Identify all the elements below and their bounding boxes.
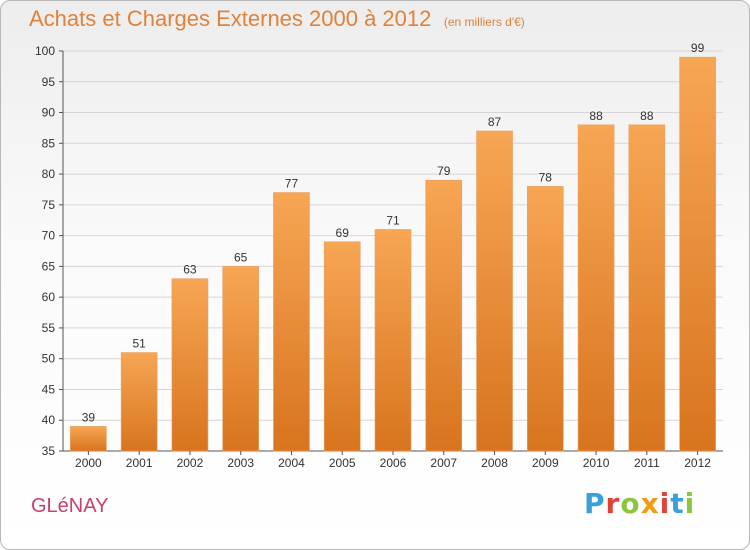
y-tick-label: 60: [42, 290, 56, 304]
data-label: 88: [640, 109, 654, 123]
x-tick-label: 2005: [329, 456, 356, 470]
data-label: 65: [234, 250, 248, 264]
x-tick-label: 2009: [532, 456, 559, 470]
x-tick-label: 2010: [583, 456, 610, 470]
bar: [70, 426, 107, 452]
data-label: 88: [589, 109, 603, 123]
bar: [222, 266, 259, 452]
logo-letter: r: [605, 487, 621, 520]
y-tick-label: 65: [42, 259, 56, 273]
y-tick-label: 80: [42, 167, 56, 181]
title-row: Achats et Charges Externes 2000 à 2012 (…: [29, 6, 525, 32]
x-tick-label: 2007: [430, 456, 457, 470]
data-label: 51: [132, 337, 146, 351]
y-tick-label: 95: [42, 75, 56, 89]
bar: [171, 278, 209, 452]
data-label: 87: [488, 115, 502, 129]
x-tick-label: 2000: [75, 456, 102, 470]
x-tick-label: 2003: [227, 456, 254, 470]
bar: [476, 130, 513, 452]
logo-letter: P: [584, 487, 606, 520]
y-tick-label: 55: [42, 321, 56, 335]
bar: [628, 124, 666, 452]
data-label: 63: [183, 263, 197, 277]
y-tick-label: 90: [42, 106, 56, 120]
bar: [323, 241, 361, 452]
data-label: 69: [336, 226, 350, 240]
proxiti-logo: Proxiti: [584, 487, 695, 520]
data-label: 79: [437, 164, 451, 178]
data-label: 39: [82, 410, 96, 424]
logo-letter: x: [640, 487, 660, 520]
logo-letter: i: [659, 487, 671, 520]
y-tick-label: 45: [42, 382, 56, 396]
commune-name: GLéNAY: [31, 495, 109, 517]
y-tick-label: 100: [35, 44, 55, 58]
y-tick-label: 85: [42, 136, 56, 150]
bar: [120, 352, 158, 452]
logo-letter: i: [684, 487, 696, 520]
x-tick-label: 2011: [634, 456, 660, 470]
bar: [374, 229, 412, 452]
x-tick-label: 2001: [126, 456, 153, 470]
data-label: 78: [539, 170, 553, 184]
y-tick-label: 40: [42, 413, 56, 427]
y-tick-label: 50: [42, 352, 56, 366]
x-tick-label: 2012: [684, 456, 711, 470]
x-tick-label: 2004: [278, 456, 305, 470]
bar: [527, 186, 564, 452]
bar: [577, 124, 615, 452]
bar: [679, 56, 716, 452]
y-tick-label: 75: [42, 198, 56, 212]
data-label: 71: [386, 213, 400, 227]
bar: [425, 179, 463, 452]
data-label: 99: [691, 41, 705, 55]
x-tick-label: 2008: [481, 456, 508, 470]
y-tick-label: 35: [42, 444, 56, 458]
chart-subtitle: (en milliers d'€): [443, 15, 525, 29]
data-label: 77: [285, 177, 299, 191]
x-tick-label: 2006: [380, 456, 407, 470]
x-tick-label: 2002: [177, 456, 204, 470]
y-tick-label: 70: [42, 229, 56, 243]
bar: [273, 192, 310, 452]
logo-letter: o: [620, 487, 641, 520]
chart-title: Achats et Charges Externes 2000 à 2012: [29, 6, 432, 31]
logo-letter: t: [670, 487, 685, 520]
